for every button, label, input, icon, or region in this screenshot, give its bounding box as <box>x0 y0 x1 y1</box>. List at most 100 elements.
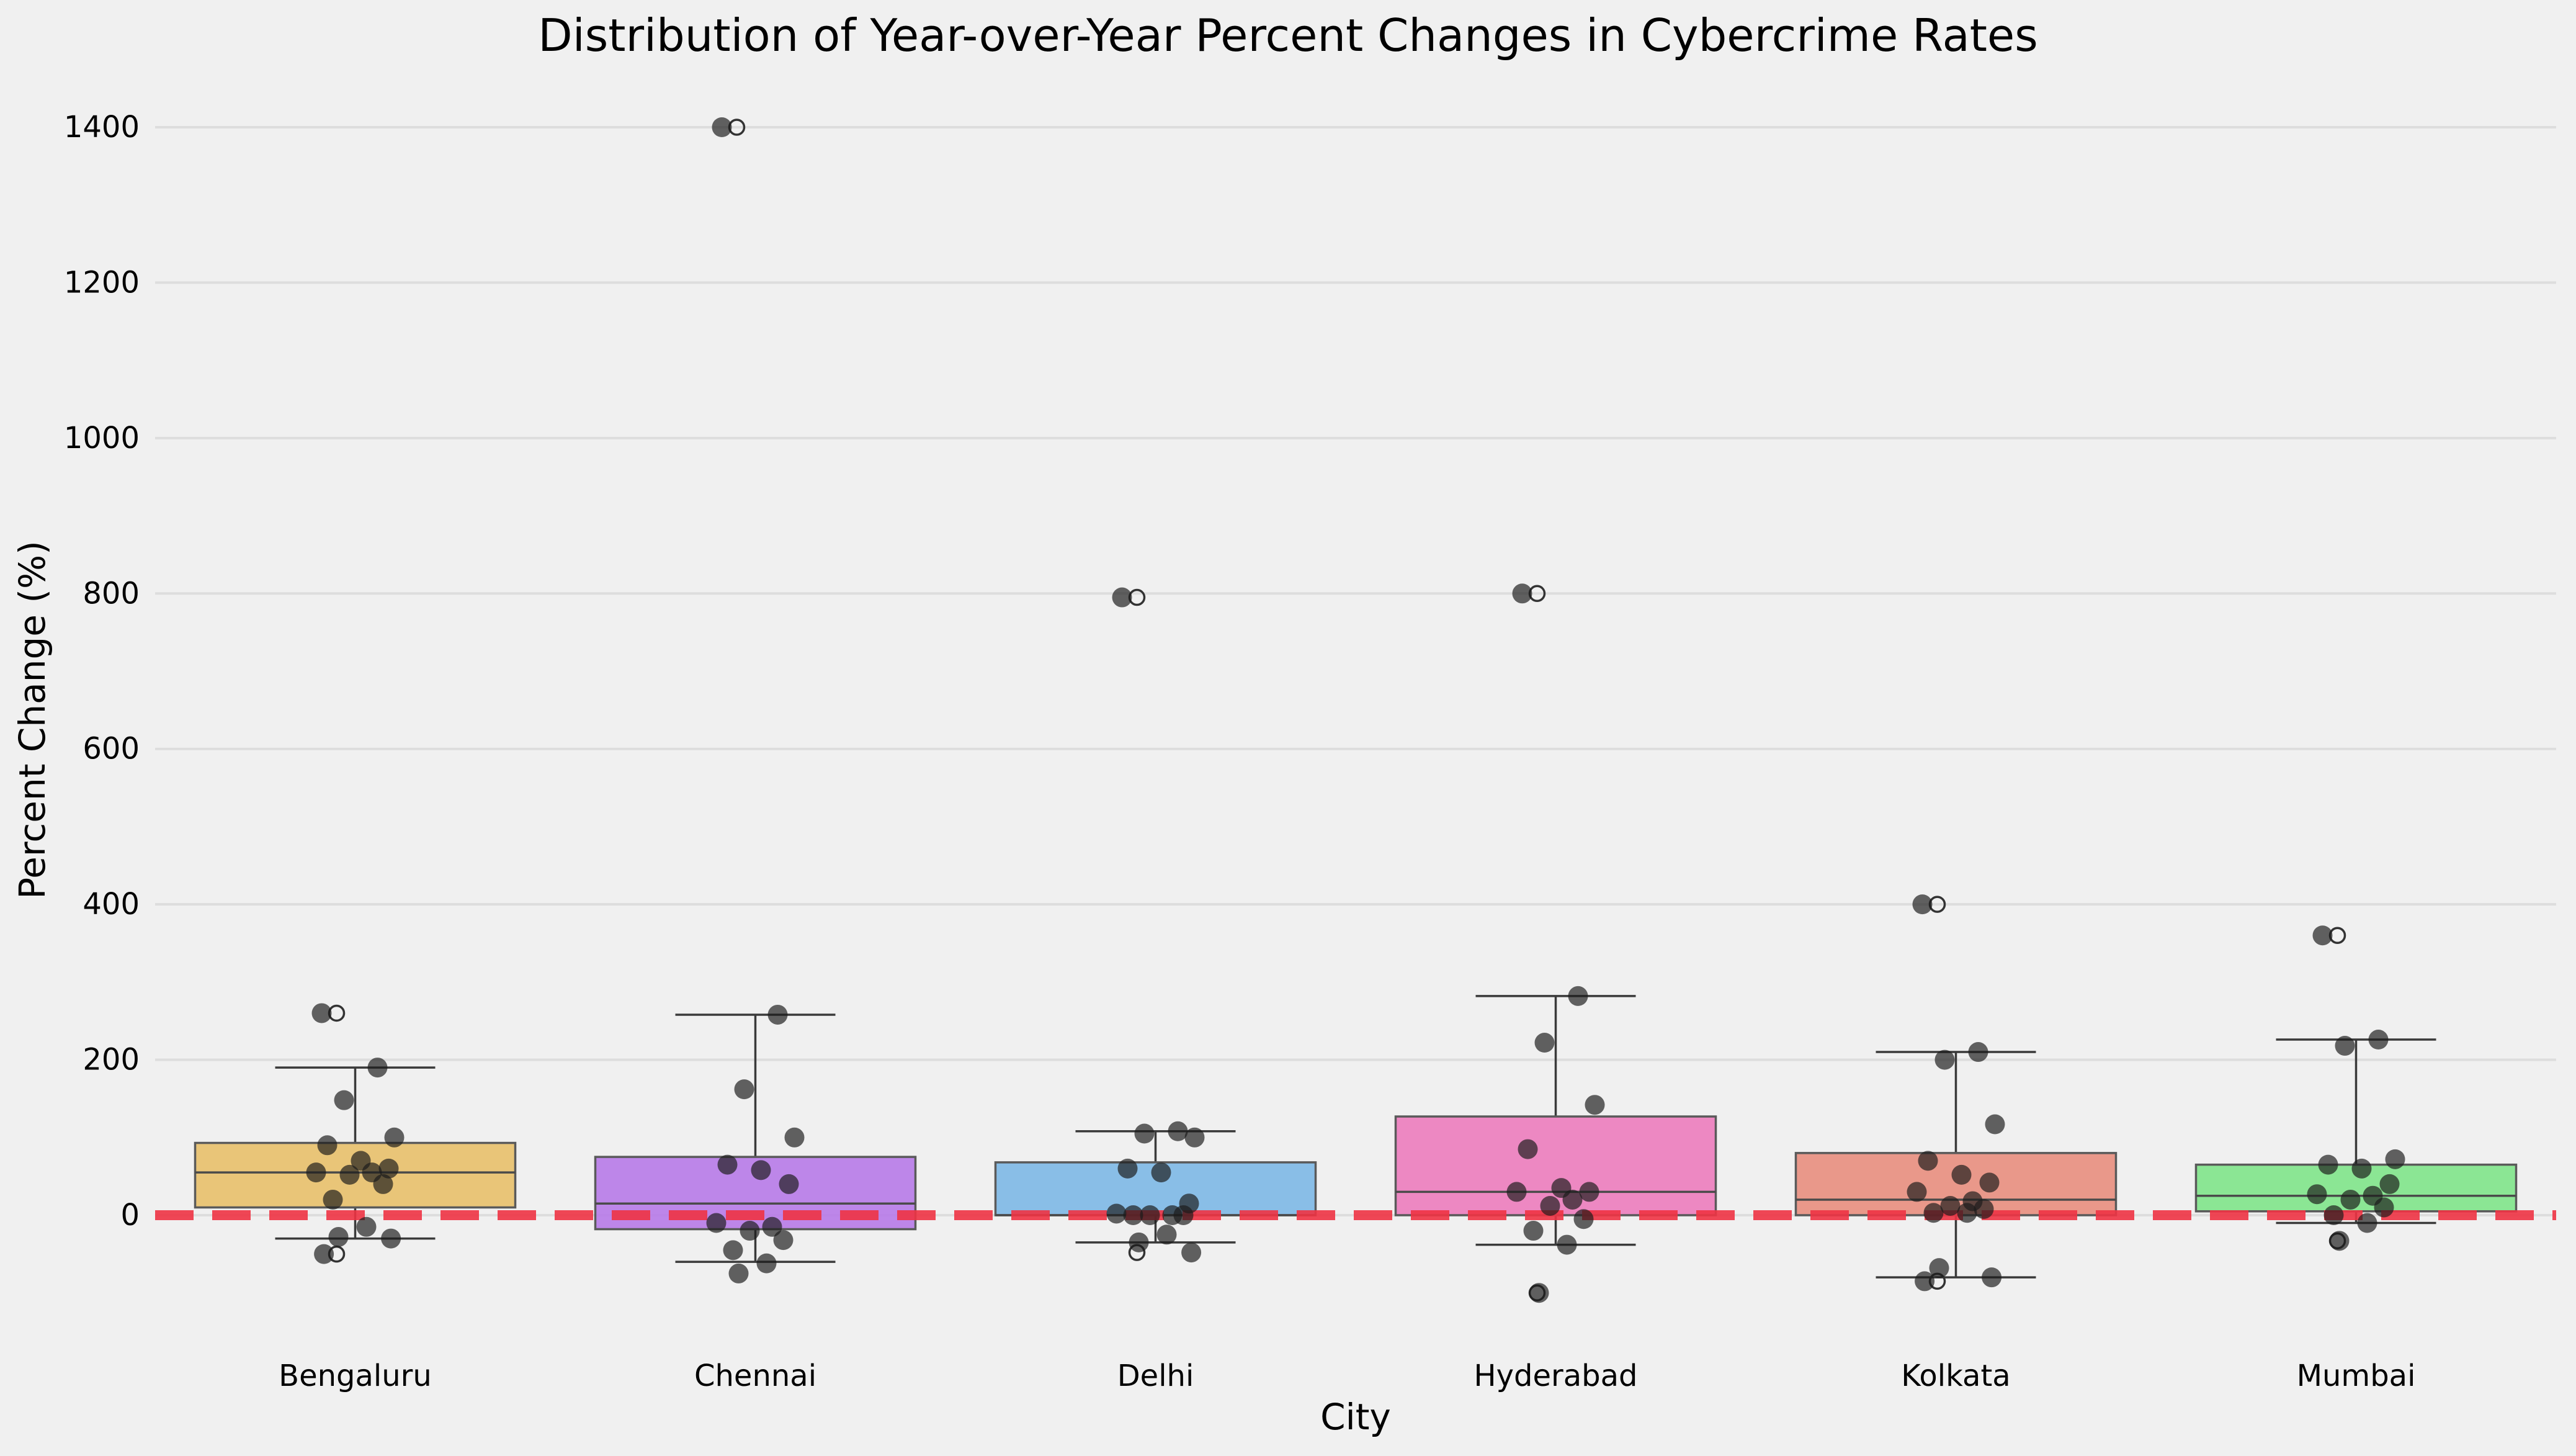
data-point <box>1929 1258 1949 1278</box>
x-tick-label: Hyderabad <box>1474 1359 1638 1393</box>
y-tick-label: 600 <box>83 732 140 766</box>
x-tick-label: Mumbai <box>2297 1359 2416 1393</box>
data-point <box>1112 587 1132 608</box>
x-tick-labels: Bengaluru Chennai Delhi Hyderabad Kolkata Mum… <box>279 1359 2415 1393</box>
box-bengaluru <box>194 1004 517 1263</box>
data-point <box>779 1174 799 1194</box>
box-hyderabad <box>1394 585 1717 1301</box>
data-point <box>1106 1203 1127 1224</box>
box-chennai <box>594 119 917 1263</box>
x-tick-label: Bengaluru <box>279 1359 432 1393</box>
data-point <box>367 1058 388 1078</box>
data-point <box>378 1158 399 1179</box>
data-point <box>1957 1203 1977 1223</box>
data-point <box>314 1244 334 1264</box>
data-point <box>1529 1283 1549 1303</box>
data-point <box>1979 1172 2000 1193</box>
data-point <box>1940 1195 1961 1216</box>
box-kolkata <box>1794 896 2118 1290</box>
data-point <box>723 1240 743 1261</box>
data-point <box>1907 1182 1927 1202</box>
data-point <box>2312 925 2333 946</box>
data-point <box>1934 1049 1955 1070</box>
y-tick-label: 800 <box>83 576 140 611</box>
data-point <box>1151 1162 1171 1183</box>
data-point <box>1117 1158 1138 1179</box>
boxes <box>194 119 2518 1301</box>
data-point <box>1140 1205 1160 1225</box>
data-point <box>2385 1149 2405 1169</box>
data-point <box>334 1090 354 1110</box>
data-point <box>1985 1114 2005 1135</box>
data-point <box>1951 1164 1972 1185</box>
data-point <box>323 1189 343 1210</box>
data-point <box>1562 1189 1583 1210</box>
y-tick-label: 1200 <box>64 265 140 300</box>
data-point <box>756 1253 777 1274</box>
data-point <box>339 1164 360 1185</box>
x-tick-label: Delhi <box>1117 1359 1194 1393</box>
data-point <box>734 1079 754 1100</box>
y-tick-label: 200 <box>83 1043 140 1077</box>
data-point <box>2323 1205 2344 1225</box>
data-point <box>1568 986 1588 1006</box>
data-point <box>1968 1042 1988 1063</box>
y-tick-label: 0 <box>120 1198 140 1233</box>
data-point <box>1168 1121 1188 1141</box>
data-point <box>1523 1221 1544 1241</box>
y-axis-label: Percent Change (%) <box>11 541 53 899</box>
data-point <box>1134 1123 1155 1144</box>
y-tick-label: 1400 <box>64 110 140 145</box>
data-point <box>2351 1158 2372 1179</box>
data-point <box>1181 1243 1202 1263</box>
data-point <box>373 1174 393 1194</box>
data-point <box>1184 1127 1205 1148</box>
data-point <box>2318 1154 2338 1175</box>
y-tick-label: 1000 <box>64 421 140 456</box>
data-point <box>1974 1198 1994 1219</box>
data-point <box>1129 1232 1149 1252</box>
data-point <box>767 1004 788 1025</box>
data-point <box>728 1263 749 1283</box>
data-point <box>762 1216 782 1237</box>
data-point <box>1534 1033 1555 1053</box>
data-point <box>1923 1203 1944 1223</box>
data-point <box>2307 1184 2327 1205</box>
x-tick-label: Chennai <box>694 1359 816 1393</box>
data-point <box>1156 1225 1177 1245</box>
data-point <box>712 117 732 137</box>
data-point <box>1173 1205 1194 1225</box>
data-point <box>717 1154 738 1175</box>
data-point <box>751 1160 771 1180</box>
box-delhi <box>994 588 1317 1261</box>
data-point <box>1585 1095 1605 1115</box>
data-point <box>1123 1205 1143 1225</box>
data-point <box>2379 1174 2400 1194</box>
data-point <box>1579 1182 1599 1202</box>
data-point <box>2368 1030 2389 1050</box>
data-point <box>381 1228 401 1249</box>
data-point <box>1982 1267 2002 1288</box>
data-point <box>1540 1195 1560 1216</box>
data-points <box>306 117 2405 1303</box>
data-point <box>2335 1036 2355 1056</box>
data-point <box>1912 894 1933 915</box>
data-point <box>1512 583 1532 604</box>
data-point <box>306 1162 326 1183</box>
x-axis-label: City <box>1320 1396 1391 1438</box>
data-point <box>2329 1231 2350 1251</box>
data-point <box>1918 1151 1938 1171</box>
data-point <box>740 1221 760 1241</box>
data-point <box>356 1216 377 1237</box>
data-point <box>2374 1197 2394 1218</box>
data-point <box>317 1135 338 1156</box>
y-tick-labels: 0 200 400 600 800 1000 1200 1400 <box>64 110 140 1233</box>
data-point <box>773 1230 794 1251</box>
data-point <box>311 1003 332 1023</box>
data-point <box>1557 1234 1577 1255</box>
data-point <box>384 1127 405 1148</box>
grid <box>155 126 2556 1216</box>
data-point <box>706 1213 727 1233</box>
